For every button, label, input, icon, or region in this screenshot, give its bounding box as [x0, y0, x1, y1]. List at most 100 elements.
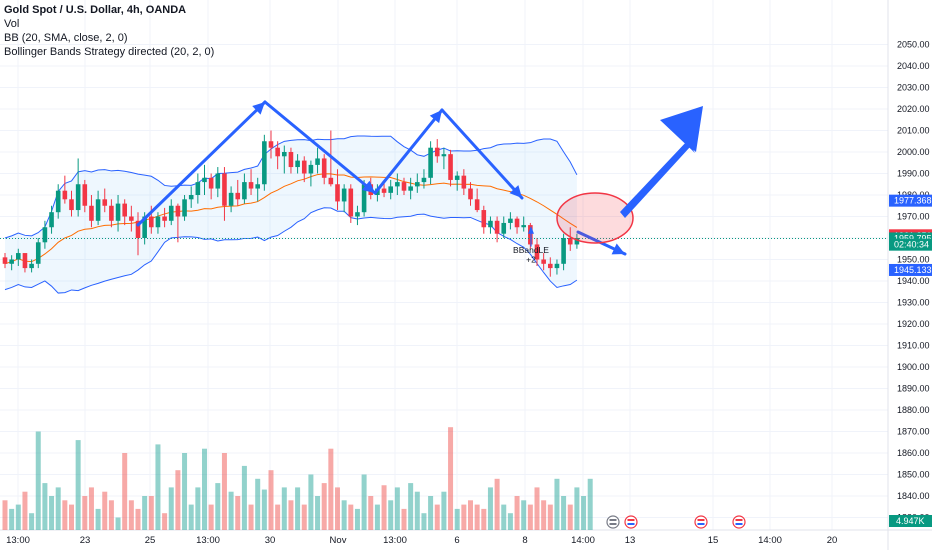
volume-bar — [261, 489, 267, 530]
arrow-down-1 — [263, 100, 377, 195]
volume-bar — [122, 453, 128, 530]
y-tick-label: 2030.00 — [897, 83, 930, 93]
x-tick-label: 13:00 — [6, 535, 30, 546]
y-tick-label: 2020.00 — [897, 104, 930, 114]
candle-body — [488, 220, 493, 228]
candles — [2, 130, 580, 277]
candle-body — [109, 205, 114, 221]
candle-body — [102, 199, 108, 206]
volume-bar — [102, 491, 108, 530]
volume-bar — [162, 513, 168, 530]
band-fill — [5, 136, 577, 294]
volume-bar — [414, 491, 420, 530]
x-tick-label: 23 — [80, 535, 91, 546]
candle-body — [567, 238, 573, 245]
x-tick-label: 14:00 — [758, 535, 782, 546]
volume-bar — [521, 500, 527, 530]
x-tick-label: 8 — [522, 535, 527, 546]
candle-body — [235, 192, 241, 200]
candle-body — [168, 205, 174, 221]
candle-body — [129, 216, 134, 221]
arrow-up-2 — [373, 108, 444, 195]
price-axis[interactable]: 1830.001840.001850.001860.001870.001880.… — [889, 40, 932, 528]
volume-bar — [401, 508, 407, 530]
volume-label-bg — [889, 515, 932, 527]
candle-body — [16, 253, 21, 260]
candle-body — [541, 259, 546, 264]
candle-body — [321, 158, 327, 178]
y-tick-label: 1870.00 — [897, 427, 930, 437]
candle-body — [248, 182, 254, 189]
flag-icon — [694, 515, 708, 529]
volume-bar — [381, 485, 387, 530]
volume-bar — [55, 487, 61, 530]
flash-icon — [606, 515, 620, 529]
candle-body — [188, 195, 194, 200]
x-tick-label: 6 — [454, 535, 459, 546]
candle-body — [22, 253, 28, 269]
volume-bar — [441, 491, 447, 530]
legend-volume[interactable]: Vol — [4, 18, 20, 30]
volume-bar — [341, 500, 347, 530]
annotations: BBandLE+2 — [0, 100, 888, 265]
price-label-bg — [889, 263, 932, 276]
volume-bar — [348, 504, 354, 530]
chart-legend: Gold Spot / U.S. Dollar, 4h, OANDA Vol B… — [4, 3, 214, 59]
y-tick-label: 1950.00 — [897, 255, 930, 265]
volume-bar — [15, 504, 21, 530]
candle-body — [155, 216, 161, 228]
event-icons — [606, 515, 746, 529]
legend-strategy[interactable]: Bollinger Bands Strategy directed (20, 2… — [4, 46, 215, 58]
volume-bar — [168, 487, 174, 530]
volume-bar — [42, 483, 48, 530]
y-tick-label: 1930.00 — [897, 298, 930, 308]
candle-body — [335, 184, 340, 202]
volume-bar — [188, 504, 194, 530]
volume-bar — [301, 504, 307, 530]
price-label: 1977.368 — [894, 196, 932, 206]
candle-body — [528, 225, 533, 245]
y-tick-label: 2040.00 — [897, 61, 930, 71]
volume-bar — [62, 500, 68, 530]
candle-body — [454, 175, 460, 180]
signal-label: BBandLE — [513, 245, 549, 255]
y-tick-label: 1940.00 — [897, 276, 930, 286]
volume-bar — [275, 504, 281, 530]
signal-arrow-head — [528, 226, 534, 234]
candle-body — [29, 263, 34, 269]
volume-bar — [527, 504, 533, 530]
legend-title[interactable]: Gold Spot / U.S. Dollar, 4h, OANDA — [4, 4, 187, 16]
candle-body — [202, 177, 207, 183]
candle-body — [448, 154, 453, 180]
volume-bar — [354, 508, 360, 530]
y-tick-label: 1840.00 — [897, 491, 930, 501]
time-axis[interactable]: 13:00 23 25 13:00 30 Nov 13:00 6 8 14:00 13 15 14:00… — [6, 535, 837, 546]
candle-body — [521, 225, 526, 228]
candle-body — [388, 186, 393, 193]
x-tick-label: 13 — [625, 535, 636, 546]
candle-body — [9, 259, 14, 264]
candle-body — [2, 257, 8, 264]
volume-bar — [108, 500, 114, 530]
volume-bar — [248, 504, 254, 530]
candle-body — [122, 203, 127, 217]
candle-body — [268, 141, 274, 148]
candle-body — [228, 192, 234, 206]
candle-body — [275, 147, 280, 157]
candle-body — [428, 147, 433, 178]
x-tick-label: 15 — [708, 535, 719, 546]
volume-bar — [82, 496, 88, 530]
legend-bollinger[interactable]: BB (20, SMA, close, 2, 0) — [4, 32, 128, 44]
volume-bar — [315, 496, 321, 530]
y-tick-label: 2000.00 — [897, 147, 930, 157]
y-tick-label: 1880.00 — [897, 405, 930, 415]
candle-body — [262, 141, 267, 185]
volume-bar — [468, 500, 473, 530]
volume-bar — [142, 496, 148, 530]
volume-bar — [95, 508, 101, 530]
candle-body — [288, 152, 294, 168]
volume-bar — [75, 440, 81, 530]
price-label: 1945.133 — [894, 265, 932, 275]
